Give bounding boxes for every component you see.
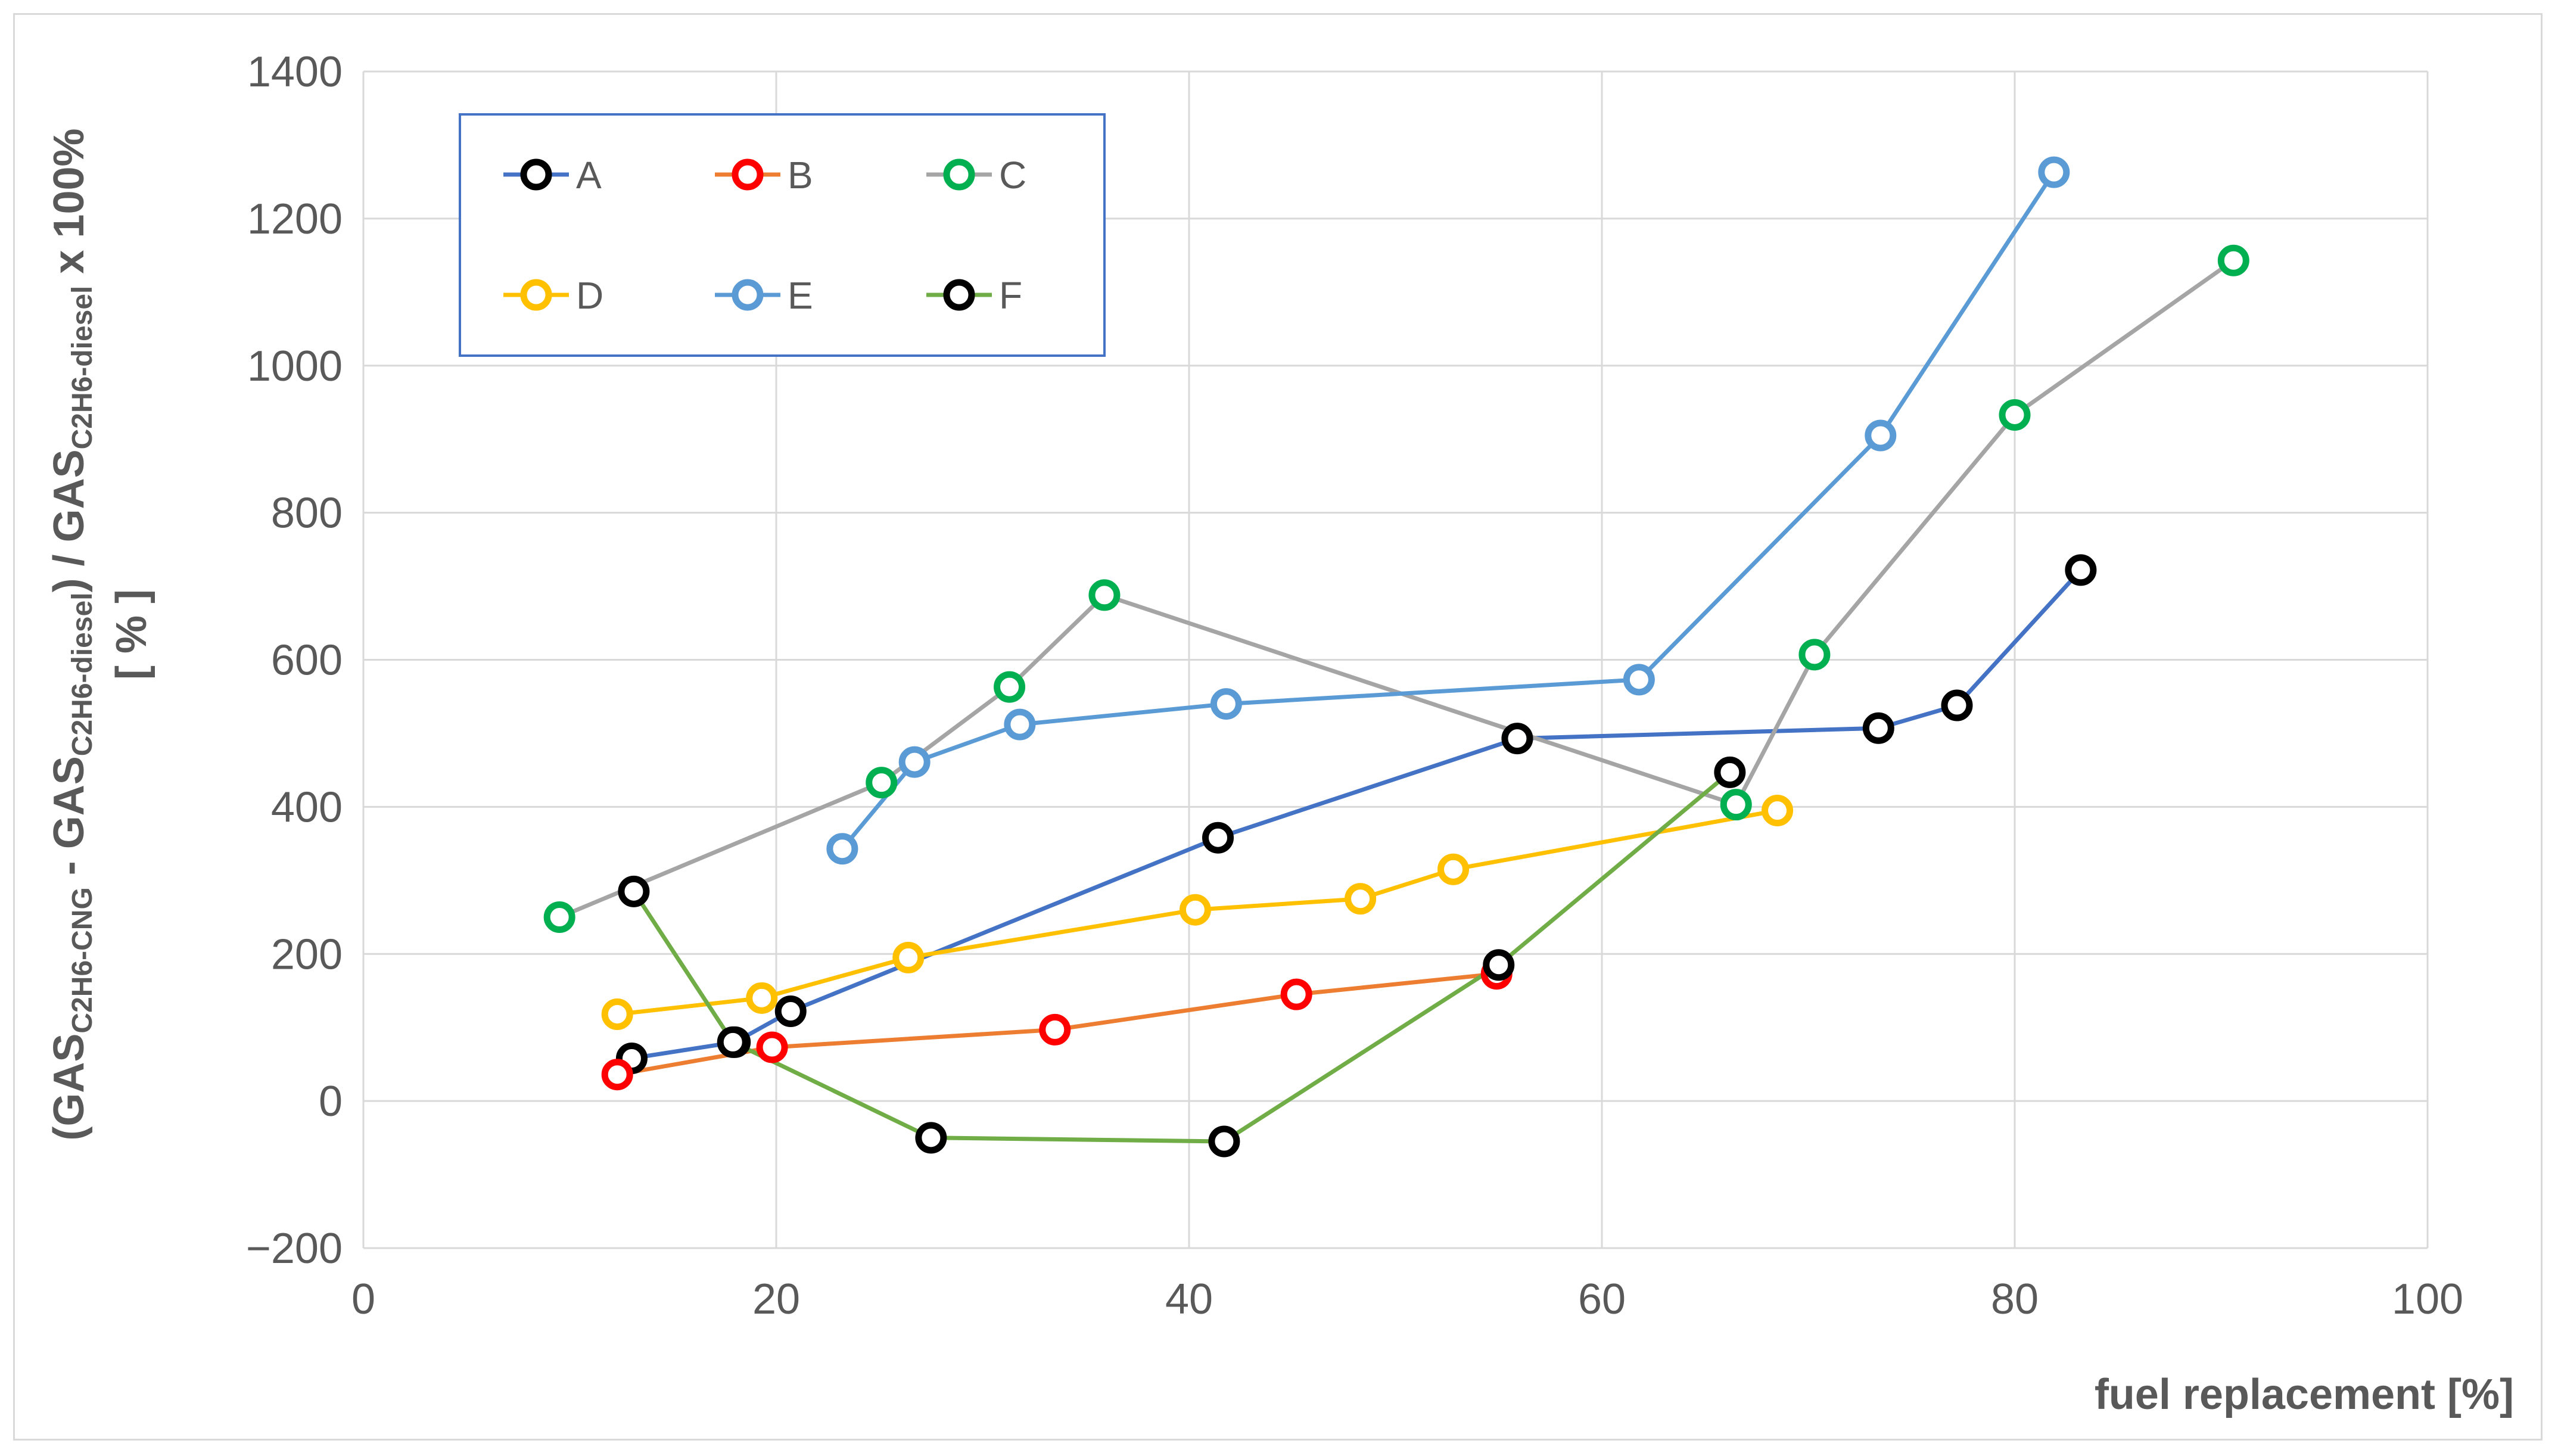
legend-label-e: E — [788, 274, 813, 317]
series-e-point — [2038, 156, 2070, 188]
series-e-point — [1865, 419, 1897, 452]
y-tick-label: 0 — [319, 1078, 343, 1125]
legend-marker-f — [943, 279, 975, 311]
series-f-point — [915, 1122, 947, 1154]
series-b-point — [1280, 978, 1312, 1010]
series-c-point — [1088, 579, 1121, 611]
series-f-point — [1714, 756, 1746, 788]
series-e-point — [1623, 664, 1655, 696]
legend-item-e: E — [715, 274, 813, 317]
legend-box — [459, 113, 1106, 357]
legend-label-b: B — [788, 154, 813, 197]
series-c-point — [543, 901, 575, 934]
series-a-point — [1862, 712, 1894, 744]
series-f-point — [1208, 1125, 1240, 1158]
series-e-point — [1004, 708, 1036, 741]
series-d-point — [1437, 853, 1470, 885]
x-tick-label: 80 — [1991, 1275, 2039, 1323]
legend-marker-e — [732, 279, 764, 311]
y-tick-label: 1400 — [247, 48, 343, 96]
legend-label-d: D — [576, 274, 603, 317]
series-d-point — [746, 982, 778, 1014]
legend: A B C D E F — [459, 113, 1106, 357]
series-d-point — [1762, 795, 1794, 827]
series-c-point — [994, 671, 1026, 703]
x-tick-label: 20 — [752, 1275, 800, 1323]
series-c-point — [2217, 244, 2249, 276]
legend-marker-b — [732, 158, 764, 191]
chart-frame — [13, 13, 2543, 1441]
y-tick-label: 800 — [271, 490, 343, 537]
series-f-line — [631, 770, 1732, 1144]
legend-item-d: D — [503, 274, 603, 317]
series-f-point — [717, 1026, 749, 1058]
y-axis-title: (GASC2H6-CNG - GASC2H6-diesel) / GASC2H6… — [45, 128, 98, 1140]
y-tick-label: −200 — [246, 1225, 343, 1273]
series-f-point — [1483, 949, 1515, 981]
y-tick-label: 200 — [271, 931, 343, 978]
series-b-point — [756, 1031, 788, 1063]
series-a-point — [2065, 554, 2097, 586]
legend-item-f: F — [926, 274, 1022, 317]
series-b-point — [1039, 1013, 1071, 1046]
series-a-point — [1501, 723, 1533, 755]
legend-label-c: C — [999, 154, 1026, 197]
series-d-point — [601, 998, 633, 1030]
legend-item-a: A — [503, 154, 602, 197]
y-tick-label: 1000 — [247, 343, 343, 390]
series-a-point — [1202, 822, 1234, 854]
series-b-point — [601, 1059, 633, 1091]
x-tick-label: 100 — [2392, 1275, 2463, 1323]
series-c-point — [1999, 399, 2031, 431]
series-c-point — [1720, 789, 1752, 821]
y-axis-unit: [ % ] — [108, 589, 155, 680]
legend-label-f: F — [999, 274, 1022, 317]
series-f-point — [618, 875, 650, 907]
y-tick-labels: −200 0 200 400 600 800 1000 1200 1400 — [246, 48, 343, 1273]
series-d-point — [1345, 883, 1377, 915]
series-e-point — [898, 746, 931, 778]
legend-label-a: A — [576, 154, 602, 197]
legend-item-c: C — [926, 154, 1026, 197]
x-tick-label: 40 — [1165, 1275, 1213, 1323]
y-tick-label: 1200 — [247, 195, 343, 243]
series-e-point — [826, 833, 858, 865]
x-tick-label: 60 — [1578, 1275, 1626, 1323]
series-c-point — [866, 767, 898, 799]
series-c-line — [558, 259, 2235, 919]
series-c-point — [1798, 639, 1831, 671]
y-tick-label: 400 — [271, 783, 343, 831]
series-d-point — [1179, 894, 1211, 926]
x-tick-labels: 0 20 40 60 80 100 — [351, 1275, 2463, 1323]
legend-item-b: B — [715, 154, 813, 197]
series-e-point — [1210, 688, 1242, 720]
series-a-line — [631, 568, 2083, 1060]
legend-marker-a — [520, 158, 552, 191]
legend-marker-d — [520, 279, 552, 311]
series-a-point — [1941, 689, 1973, 721]
series-markers — [543, 156, 2249, 1158]
y-tick-label: 600 — [271, 637, 343, 685]
legend-marker-c — [943, 158, 975, 191]
series-a-point — [774, 995, 807, 1028]
series-d-point — [892, 941, 925, 973]
x-axis-title: fuel replacement [%] — [2095, 1371, 2514, 1418]
x-tick-label: 0 — [351, 1275, 375, 1323]
